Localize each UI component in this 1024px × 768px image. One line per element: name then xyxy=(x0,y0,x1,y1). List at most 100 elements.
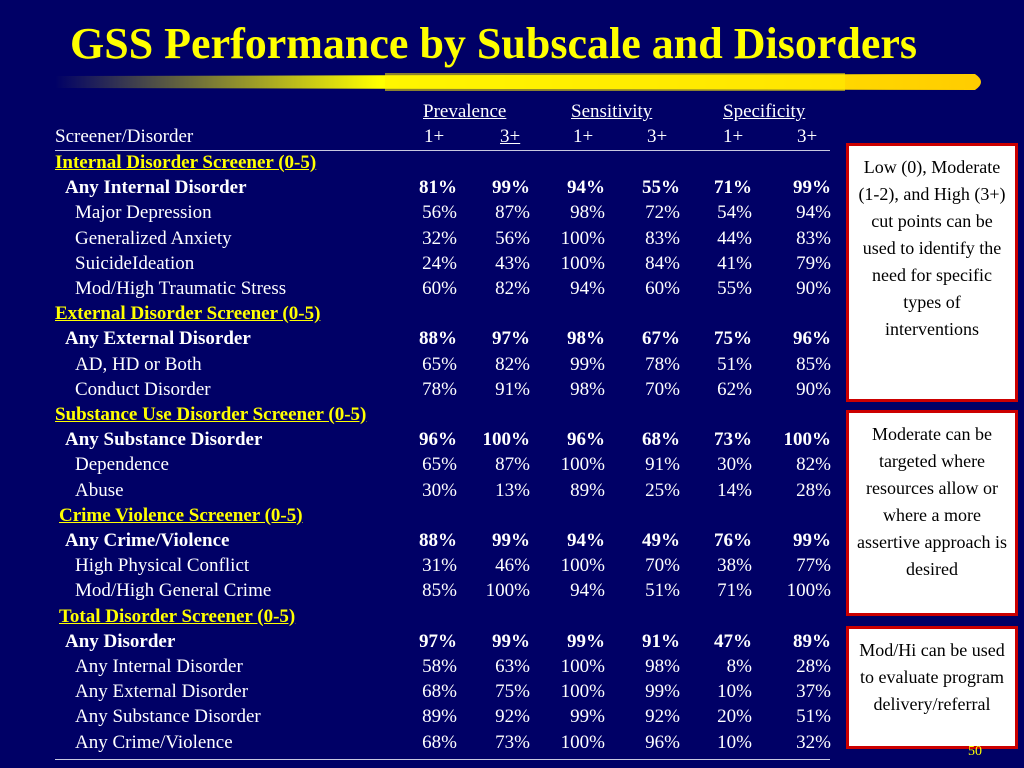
cell-value: 99% xyxy=(492,530,530,551)
cell-value: 8% xyxy=(726,656,752,677)
cell-value: 87% xyxy=(495,454,530,476)
cell-value: 99% xyxy=(567,630,605,652)
row-label: Any Crime/Violence xyxy=(75,731,233,753)
cell-value: 92% xyxy=(645,706,680,728)
note-moderate: Moderate can be targeted where resources… xyxy=(846,410,1018,616)
cell-value: 28% xyxy=(796,656,831,677)
cell-value: 71% xyxy=(717,580,752,602)
row-label: Abuse xyxy=(75,479,124,501)
cell-value: 97% xyxy=(419,630,457,652)
row-label: Generalized Anxiety xyxy=(75,227,232,249)
cell-value: 90% xyxy=(796,378,831,400)
cell-value: 70% xyxy=(645,378,680,400)
cell-value: 99% xyxy=(793,530,831,551)
title-underline-bar xyxy=(55,73,981,91)
cell-value: 99% xyxy=(492,630,530,652)
cell-value: 62% xyxy=(717,378,752,400)
cell-value: 78% xyxy=(645,353,680,375)
cell-value: 32% xyxy=(796,731,831,753)
row-label: Dependence xyxy=(75,454,169,476)
cell-value: 94% xyxy=(567,177,605,199)
row-label: Any Crime/Violence xyxy=(65,530,230,551)
cell-value: 51% xyxy=(645,580,680,602)
cell-value: 100% xyxy=(786,580,831,602)
cell-value: 98% xyxy=(567,328,605,350)
cell-value: 32% xyxy=(422,227,457,249)
row-label: Any Disorder xyxy=(65,630,176,652)
subheader-prev-3: 3+ xyxy=(500,126,521,147)
table-row: High Physical Conflict 31% 46% 100% 70% 38% 77… xyxy=(0,553,840,578)
cell-value: 56% xyxy=(495,227,530,249)
cell-value: 58% xyxy=(422,656,457,677)
table-row: Conduct Disorder 78% 91% 98% 70% 62% 90% xyxy=(0,377,840,402)
cell-value: 87% xyxy=(495,202,530,224)
header-rule xyxy=(55,150,830,151)
row-label: High Physical Conflict xyxy=(75,555,250,577)
table-row: Any Crime/Violence 88% 99% 94% 49% 76% 99% xyxy=(0,528,840,553)
cell-value: 81% xyxy=(419,177,457,199)
slide-title: GSS Performance by Subscale and Disorder… xyxy=(70,19,917,68)
table-row: Any Crime/Violence 68% 73% 100% 96% 10% 32% xyxy=(0,730,840,755)
header-sensitivity: Sensitivity xyxy=(571,101,653,122)
table-row: Mod/High General Crime 85% 100% 94% 51% 71% 10… xyxy=(0,578,840,603)
row-label: Any External Disorder xyxy=(65,328,251,350)
cell-value: 100% xyxy=(560,454,605,476)
cell-value: 68% xyxy=(422,681,457,703)
cell-value: 97% xyxy=(492,328,530,350)
cell-value: 47% xyxy=(714,630,752,652)
cell-value: 82% xyxy=(796,454,831,476)
cell-value: 88% xyxy=(419,328,457,350)
header-screener-disorder: Screener/Disorder xyxy=(55,126,194,147)
cell-value: 96% xyxy=(419,429,457,451)
table-row: Any External Disorder 68% 75% 100% 99% 10% 37% xyxy=(0,679,840,704)
cell-value: 100% xyxy=(560,555,605,577)
cell-value: 10% xyxy=(717,681,752,703)
cell-value: 85% xyxy=(796,353,831,375)
table-row: Any Substance Disorder 89% 92% 99% 92% 20% 51% xyxy=(0,704,840,729)
cell-value: 100% xyxy=(560,656,605,677)
table-row: Any Internal Disorder 58% 63% 100% 98% 8% 28% xyxy=(0,654,840,679)
section-title: Total Disorder Screener (0-5) xyxy=(59,605,296,627)
cell-value: 30% xyxy=(422,479,457,501)
table-row: Any Substance Disorder 96% 100% 96% 68% 73% 10… xyxy=(0,427,840,452)
cell-value: 31% xyxy=(422,555,457,577)
row-label: Major Depression xyxy=(75,202,212,224)
cell-value: 77% xyxy=(796,555,831,577)
subheader-spec-1: 1+ xyxy=(723,126,744,147)
cell-value: 76% xyxy=(714,530,752,551)
row-label: Any Substance Disorder xyxy=(65,429,263,451)
cell-value: 99% xyxy=(793,177,831,199)
section-header-row: Internal Disorder Screener (0-5) xyxy=(0,150,840,175)
row-label: SuicideIdeation xyxy=(75,252,195,274)
cell-value: 83% xyxy=(645,227,680,249)
cell-value: 100% xyxy=(482,429,531,451)
cell-value: 100% xyxy=(783,429,832,451)
cell-value: 99% xyxy=(570,706,605,728)
cell-value: 94% xyxy=(567,530,605,551)
cell-value: 78% xyxy=(422,378,457,400)
cell-value: 100% xyxy=(560,681,605,703)
cell-value: 20% xyxy=(717,706,752,728)
row-label: Any Internal Disorder xyxy=(75,656,243,677)
subheader-sens-3: 3+ xyxy=(647,126,668,147)
cell-value: 73% xyxy=(714,429,752,451)
section-header-row: External Disorder Screener (0-5) xyxy=(0,301,840,326)
cell-value: 89% xyxy=(422,706,457,728)
cell-value: 51% xyxy=(796,706,831,728)
cell-value: 73% xyxy=(495,731,530,753)
table-row: AD, HD or Both 65% 82% 99% 78% 51% 85% xyxy=(0,352,840,377)
section-title: External Disorder Screener (0-5) xyxy=(55,303,321,325)
cell-value: 55% xyxy=(717,278,752,299)
table-row: Generalized Anxiety 32% 56% 100% 83% 44% 83% xyxy=(0,226,840,251)
table-row: Any Internal Disorder 81% 99% 94% 55% 71% 99% xyxy=(0,175,840,200)
cell-value: 30% xyxy=(717,454,752,476)
row-label: Mod/High Traumatic Stress xyxy=(75,278,287,299)
cell-value: 92% xyxy=(495,706,530,728)
cell-value: 79% xyxy=(796,252,831,274)
cell-value: 13% xyxy=(495,479,530,501)
cell-value: 68% xyxy=(422,731,457,753)
cell-value: 56% xyxy=(422,202,457,224)
cell-value: 98% xyxy=(570,202,605,224)
header-specificity: Specificity xyxy=(723,101,806,122)
section-title: Crime Violence Screener (0-5) xyxy=(59,504,303,526)
